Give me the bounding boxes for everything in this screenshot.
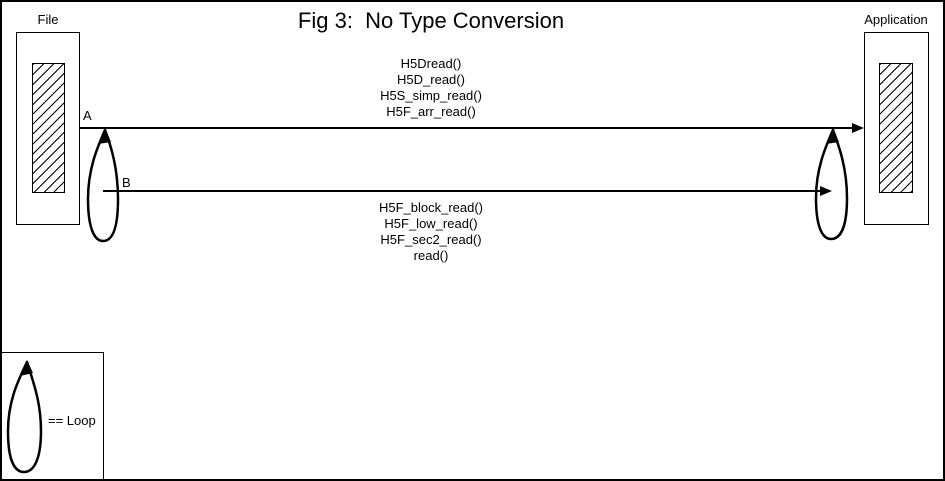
arrow-b-arrowhead-icon [820,186,832,196]
function-label: read() [413,248,449,263]
loop-icon-right [814,128,849,241]
function-label: H5S_simp_read() [380,88,482,103]
legend-loop-arrowhead-icon [20,360,33,376]
function-label: H5D_read() [397,72,465,87]
arrow-b-function-stack: H5F_block_read() H5F_low_read() H5F_sec2… [281,200,581,264]
function-label: H5F_sec2_read() [380,232,482,247]
loop-right-arrowhead-icon [826,128,839,144]
figure-title: Fig 3: No Type Conversion [297,8,565,33]
application-buffer-hatched-rect [879,63,913,193]
function-label: H5F_low_read() [384,216,478,231]
function-label: H5F_block_read() [378,200,484,215]
loop-icon-left [86,128,120,243]
arrow-a-arrowhead-icon [852,123,864,133]
loop-left-arrowhead-icon [98,128,111,144]
function-label: H5F_arr_read() [386,104,476,119]
file-buffer-hatched-rect [32,63,65,193]
arrow-a-function-stack: H5Dread() H5D_read() H5S_simp_read() H5F… [281,56,581,120]
file-node-label: File [37,12,59,27]
legend-loop-icon [6,360,43,474]
application-node-label: Application [864,12,928,27]
arrow-b-label: B [122,175,131,190]
arrow-a-label: A [83,108,92,123]
function-label: H5Dread() [400,56,462,71]
legend-label: == Loop [48,413,96,428]
